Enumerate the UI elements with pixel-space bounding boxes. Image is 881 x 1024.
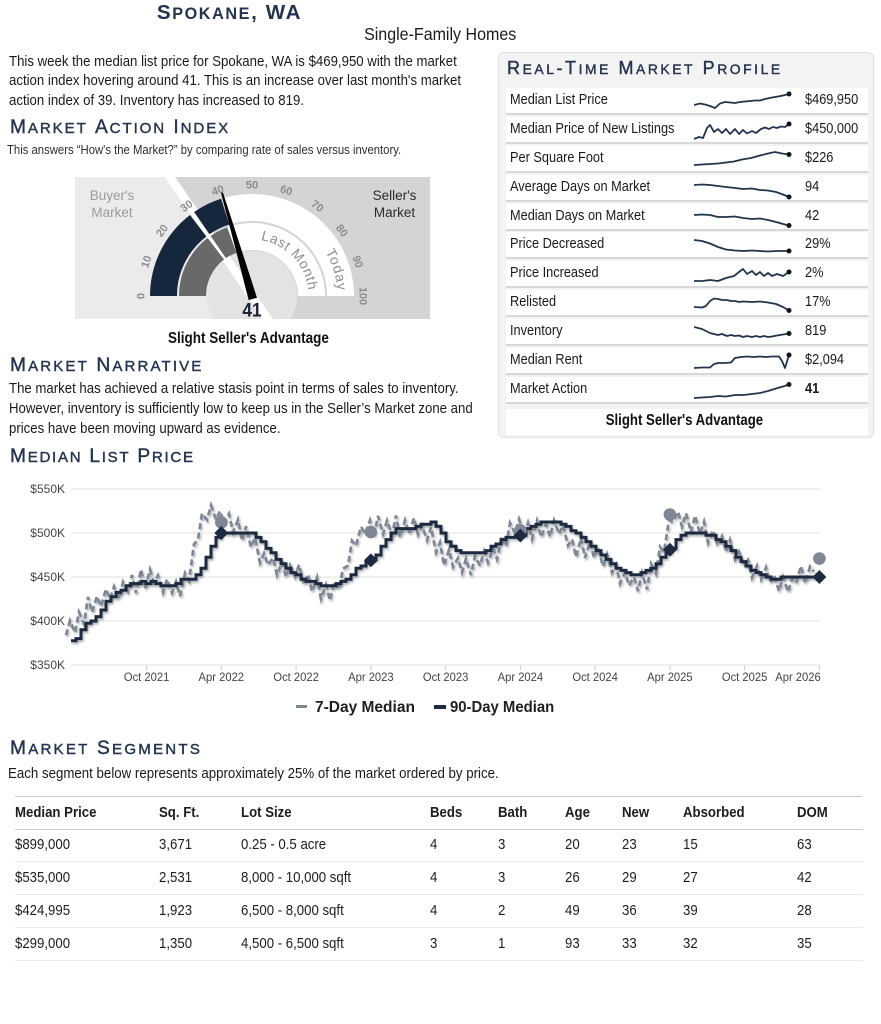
svg-text:20: 20 xyxy=(154,223,171,240)
svg-text:$550K: $550K xyxy=(30,482,65,496)
svg-text:30: 30 xyxy=(179,198,196,215)
svg-text:90: 90 xyxy=(350,254,365,269)
svg-text:Apr 2022: Apr 2022 xyxy=(199,670,245,684)
svg-text:10: 10 xyxy=(139,254,154,269)
svg-text:$450K: $450K xyxy=(30,570,65,584)
svg-text:Oct 2021: Oct 2021 xyxy=(124,670,170,684)
svg-text:0: 0 xyxy=(136,293,148,299)
svg-text:100: 100 xyxy=(357,287,369,305)
svg-text:$500K: $500K xyxy=(30,526,65,540)
svg-text:Apr 2026: Apr 2026 xyxy=(775,670,821,684)
svg-text:$350K: $350K xyxy=(30,658,65,672)
svg-text:Oct 2024: Oct 2024 xyxy=(572,670,618,684)
svg-text:70: 70 xyxy=(309,198,326,215)
svg-text:Oct 2025: Oct 2025 xyxy=(722,670,768,684)
svg-text:Apr 2023: Apr 2023 xyxy=(348,670,394,684)
svg-text:$400K: $400K xyxy=(30,614,65,628)
svg-text:Oct 2023: Oct 2023 xyxy=(423,670,469,684)
svg-text:Oct 2022: Oct 2022 xyxy=(273,670,319,684)
svg-text:Apr 2025: Apr 2025 xyxy=(647,670,693,684)
svg-text:41: 41 xyxy=(242,300,261,319)
svg-text:60: 60 xyxy=(278,183,293,198)
svg-text:50: 50 xyxy=(246,180,258,192)
svg-text:Apr 2024: Apr 2024 xyxy=(498,670,544,684)
svg-text:80: 80 xyxy=(333,223,350,240)
